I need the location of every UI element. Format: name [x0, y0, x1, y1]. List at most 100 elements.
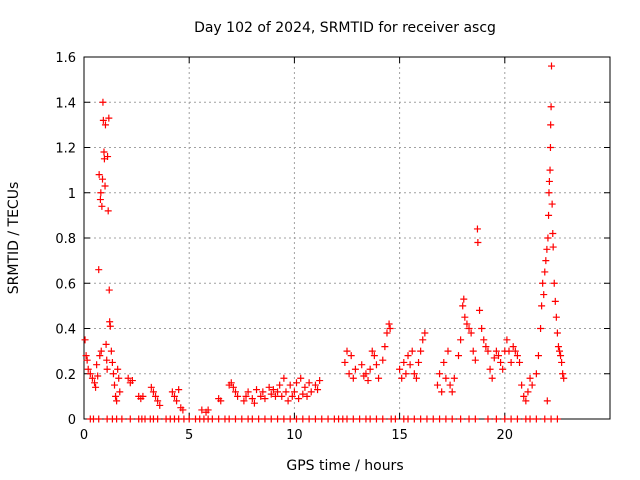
data-point — [482, 343, 490, 351]
data-point — [410, 415, 418, 423]
data-point — [546, 166, 554, 174]
data-point — [99, 175, 107, 183]
x-tick-label: 20 — [497, 428, 514, 443]
data-point — [558, 358, 566, 366]
data-point — [522, 397, 530, 405]
data-point — [208, 415, 216, 423]
data-point — [278, 392, 286, 400]
data-point — [301, 383, 309, 391]
data-point — [513, 352, 521, 360]
data-point — [99, 116, 107, 124]
data-point — [204, 406, 212, 414]
data-point — [463, 320, 471, 328]
data-point — [288, 392, 296, 400]
data-point — [553, 415, 561, 423]
x-tick-label: 15 — [391, 428, 408, 443]
data-point — [412, 374, 420, 382]
data-point — [98, 202, 106, 210]
data-point — [303, 392, 311, 400]
data-point — [149, 388, 157, 396]
y-tick-label: 1.6 — [55, 51, 76, 66]
data-point — [179, 406, 187, 414]
data-point — [347, 352, 355, 360]
data-point — [448, 415, 456, 423]
y-tick-label: 0 — [68, 413, 76, 428]
data-point — [101, 121, 109, 129]
data-point — [280, 415, 288, 423]
data-point — [532, 370, 540, 378]
data-point — [341, 358, 349, 366]
data-point — [115, 374, 123, 382]
data-point — [147, 383, 155, 391]
data-point — [106, 322, 114, 330]
data-point — [474, 239, 482, 247]
data-point — [259, 388, 267, 396]
data-point — [545, 177, 553, 185]
data-point — [442, 374, 450, 382]
data-point — [516, 358, 524, 366]
data-point — [379, 356, 387, 364]
data-point — [467, 329, 475, 337]
data-point — [526, 415, 534, 423]
data-point — [274, 388, 282, 396]
data-point — [372, 415, 380, 423]
data-point — [349, 374, 357, 382]
data-point — [448, 388, 456, 396]
ticks: 0 0.2 0.4 0.6 0.8 1 1.2 1.4 1.6 0 5 10 15 20 — [55, 51, 610, 443]
data-point — [415, 358, 423, 366]
data-point — [105, 286, 113, 294]
data-point — [97, 189, 105, 197]
data-point — [112, 392, 120, 400]
data-point — [457, 336, 465, 344]
data-point — [95, 171, 103, 179]
data-point — [356, 415, 364, 423]
data-point — [343, 415, 351, 423]
data-point — [460, 295, 468, 303]
x-axis-label: GPS time / hours — [286, 458, 403, 474]
y-tick-label: 1.4 — [55, 96, 76, 111]
data-point — [253, 386, 261, 394]
y-tick-label: 1 — [68, 187, 76, 202]
data-point — [547, 103, 555, 111]
data-point — [503, 336, 511, 344]
data-point — [368, 347, 376, 355]
data-point — [548, 62, 556, 70]
chart-title: Day 102 of 2024, SRMTID for receiver asc… — [194, 20, 496, 36]
data-point — [128, 377, 136, 385]
data-point — [537, 325, 545, 332]
y-tick-label: 0.2 — [55, 368, 76, 383]
data-point — [156, 401, 164, 409]
data-point — [375, 374, 383, 382]
plot-frame — [83, 56, 611, 420]
data-point — [543, 245, 551, 253]
data-point — [509, 343, 517, 351]
data-point — [104, 207, 112, 215]
data-point — [103, 356, 111, 364]
data-point — [152, 392, 160, 400]
data-point — [552, 313, 560, 321]
data-point — [324, 415, 332, 423]
data-point — [349, 415, 357, 423]
data-point — [440, 358, 448, 366]
data-point — [244, 388, 252, 396]
data-point — [539, 279, 547, 287]
data-point — [108, 358, 116, 366]
data-point — [488, 374, 496, 382]
data-point — [274, 415, 282, 423]
data-point — [444, 347, 452, 355]
data-point — [436, 415, 444, 423]
y-tick-label: 1.2 — [55, 142, 76, 157]
data-point — [543, 397, 551, 405]
data-point — [86, 370, 94, 378]
data-point — [82, 352, 90, 360]
data-point — [560, 374, 568, 382]
data-point — [476, 306, 484, 314]
data-point — [255, 415, 263, 423]
data-point — [351, 365, 359, 373]
data-point — [518, 381, 526, 389]
data-point — [532, 415, 540, 423]
data-point — [217, 397, 225, 405]
data-point — [227, 379, 235, 387]
data-point — [111, 381, 119, 389]
data-point — [362, 370, 370, 378]
